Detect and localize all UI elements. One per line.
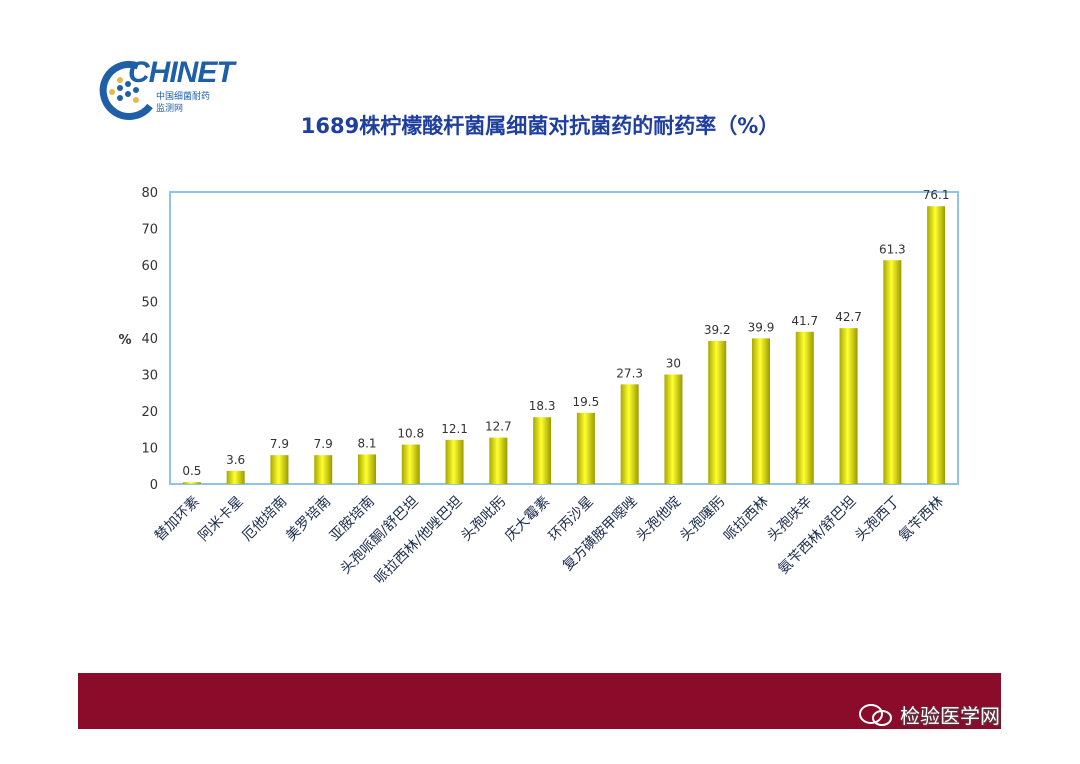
bar: [795, 331, 814, 484]
y-tick-label: 20: [141, 405, 158, 420]
data-label: 18.3: [529, 399, 556, 413]
bar: [839, 328, 858, 484]
bar: [445, 439, 464, 484]
y-tick-label: 0: [150, 478, 158, 493]
data-label: 8.1: [357, 436, 376, 450]
data-label: 7.9: [314, 437, 333, 451]
x-tick-label: 头孢他啶: [633, 494, 684, 545]
data-label: 61.3: [879, 242, 906, 256]
plot-area: [169, 191, 959, 485]
watermark-text: 检验医学网: [900, 704, 1000, 728]
bar-chart: 0 10 20 30 40 50 60 70 80% 0.5 替加环素 3.6 阿米卡星 7.9 厄他培南 7…: [118, 186, 959, 587]
bar: [489, 437, 508, 484]
data-label: 76.1: [923, 188, 950, 202]
x-tick-label: 哌拉西林: [720, 493, 772, 545]
watermark: 检验医学网: [858, 700, 1000, 729]
data-label: 41.7: [791, 314, 818, 328]
wechat-icon: [859, 703, 892, 726]
data-label: 42.7: [835, 310, 862, 324]
bar: [358, 454, 376, 484]
bar: [401, 444, 420, 484]
bar: [182, 482, 201, 484]
x-tick-label: 厄他培南: [239, 494, 290, 545]
data-label: 10.8: [397, 427, 424, 441]
logo-subtitle: 中国细菌耐药: [156, 92, 211, 102]
data-label: 0.5: [182, 464, 201, 478]
data-label: 27.3: [616, 366, 643, 380]
y-tick-label: 70: [141, 223, 158, 238]
data-label: 19.5: [573, 395, 600, 409]
logo-emblem-icon: [99, 60, 153, 120]
bar: [226, 470, 245, 484]
x-tick-label: 氨苄西林: [896, 494, 947, 545]
bar: [664, 374, 683, 484]
x-tick-label: 庆大霉素: [502, 494, 553, 545]
chart-title: 1689株柠檬酸杆菌属细菌对抗菌药的耐药率（%）: [300, 114, 780, 138]
y-tick-label: 60: [141, 259, 158, 274]
bar: [314, 455, 333, 484]
y-tick-label: 10: [141, 442, 158, 457]
bar: [533, 417, 552, 484]
x-tick-label: 头孢噻肟: [676, 493, 728, 545]
data-label: 39.2: [704, 323, 731, 337]
data-label: 12.7: [485, 420, 512, 434]
data-label: 39.9: [748, 320, 775, 334]
y-tick-label: 40: [141, 332, 158, 347]
x-tick-label: 头孢西丁: [852, 494, 903, 545]
bar: [752, 338, 770, 484]
x-tick-label: 氨苄西林/舒巴坦: [775, 494, 859, 578]
y-axis-label: %: [118, 333, 131, 348]
data-label: 3.6: [226, 453, 245, 467]
bar: [270, 455, 289, 484]
data-label: 30: [666, 357, 681, 371]
bar: [708, 340, 727, 484]
bar: [576, 412, 595, 484]
x-tick-label: 阿米卡星: [196, 494, 247, 545]
bar: [927, 206, 946, 485]
data-label: 7.9: [270, 437, 289, 451]
logo-subtitle-2: 监测网: [156, 104, 184, 114]
x-tick-label: 头孢哌酮/舒巴坦: [337, 493, 422, 578]
data-label: 12.1: [441, 422, 468, 436]
chinet-logo: CHINET 中国细菌耐药 监测网: [98, 56, 238, 120]
x-tick-label: 美罗培南: [283, 494, 334, 545]
y-tick-label: 50: [141, 296, 158, 311]
footer-banner: [78, 673, 1001, 729]
x-tick-label: 头孢吡肟: [458, 494, 509, 545]
x-tick-label: 复方磺胺甲噁唑: [559, 493, 640, 574]
y-tick-label: 30: [141, 369, 158, 384]
bar: [883, 260, 902, 484]
bar: [620, 384, 639, 484]
x-tick-label: 替加环素: [152, 494, 203, 545]
logo-wordmark: CHINET: [128, 56, 235, 89]
y-tick-label: 80: [141, 186, 158, 201]
